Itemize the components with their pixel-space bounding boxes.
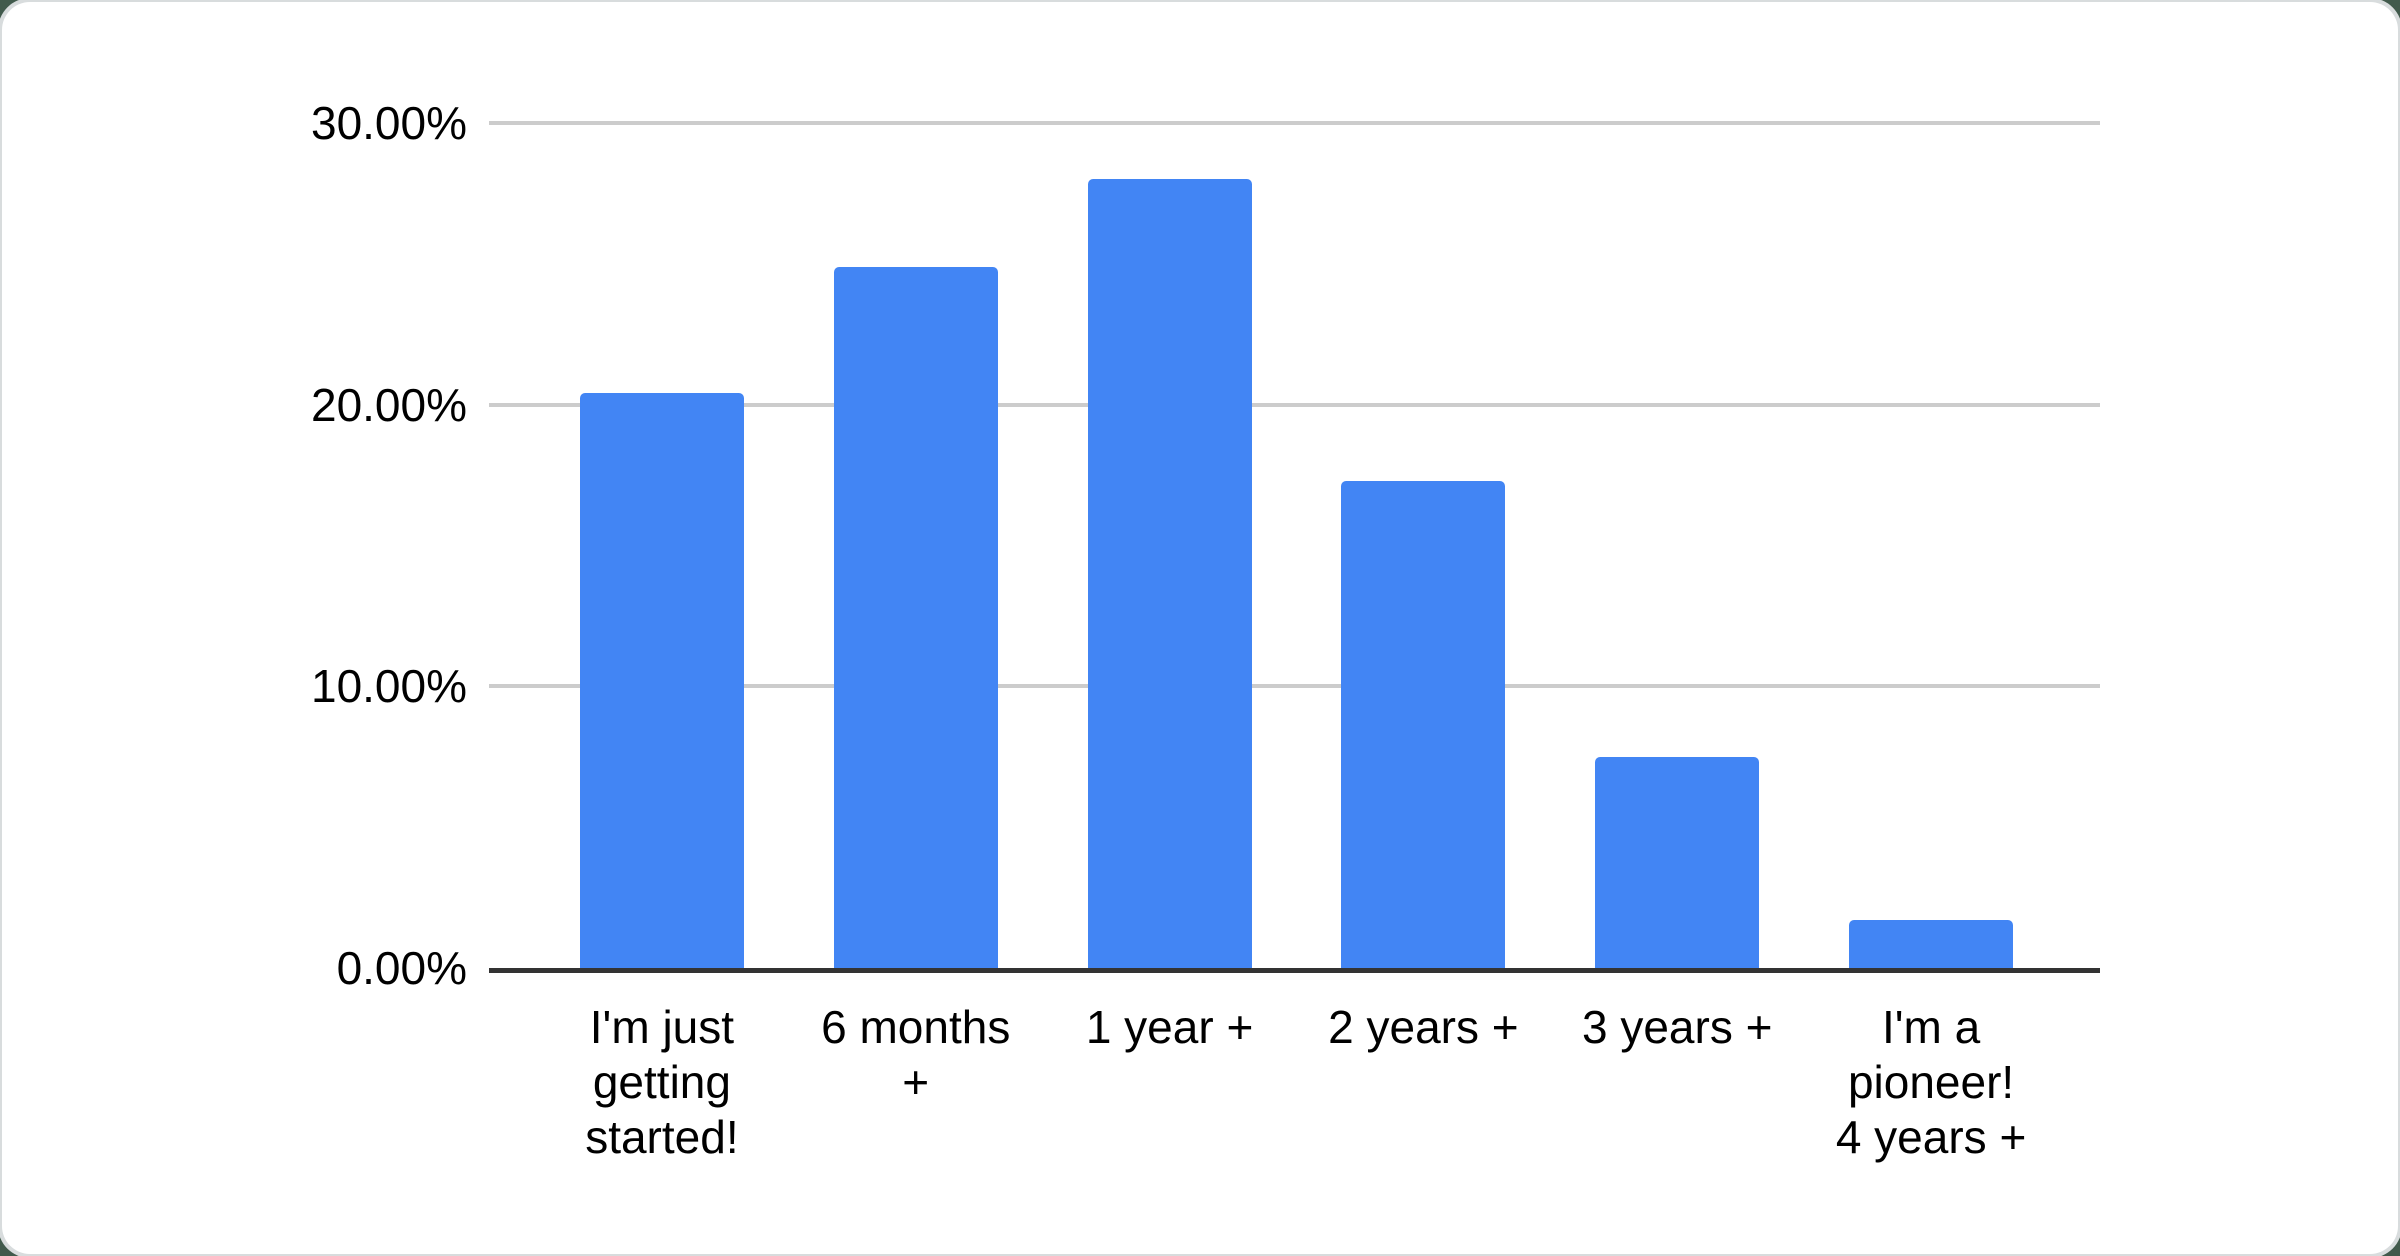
x-axis-category-label: 6 months +: [821, 1001, 1011, 1108]
y-axis-tick-label: 30.00%: [310, 97, 467, 149]
x-axis-category-label: 1 year +: [1085, 1001, 1254, 1053]
y-axis-tick-label: 0.00%: [336, 942, 467, 994]
y-axis-tick-label: 20.00%: [310, 378, 467, 431]
bar-4[interactable]: [1595, 756, 1760, 968]
x-axis-category-label: I'm just getting started!: [585, 1001, 739, 1163]
bar-5[interactable]: [1849, 920, 2014, 968]
x-axis-line: [489, 968, 2100, 973]
y-axis-tick-label: 10.00%: [310, 660, 467, 713]
bar-3[interactable]: [1341, 480, 1506, 968]
x-axis-category-label: 3 years +: [1581, 1001, 1773, 1053]
bar-0[interactable]: [579, 393, 744, 968]
gridline-20: [489, 402, 2100, 407]
x-axis-category-label: 2 years +: [1328, 1001, 1519, 1053]
bar-2[interactable]: [1087, 179, 1252, 968]
gridline-10: [489, 684, 2100, 689]
x-axis-category-label: I'm a pioneer! 4 years +: [1835, 1001, 2027, 1163]
gridline-30: [489, 121, 2100, 125]
bar-1[interactable]: [833, 266, 998, 968]
